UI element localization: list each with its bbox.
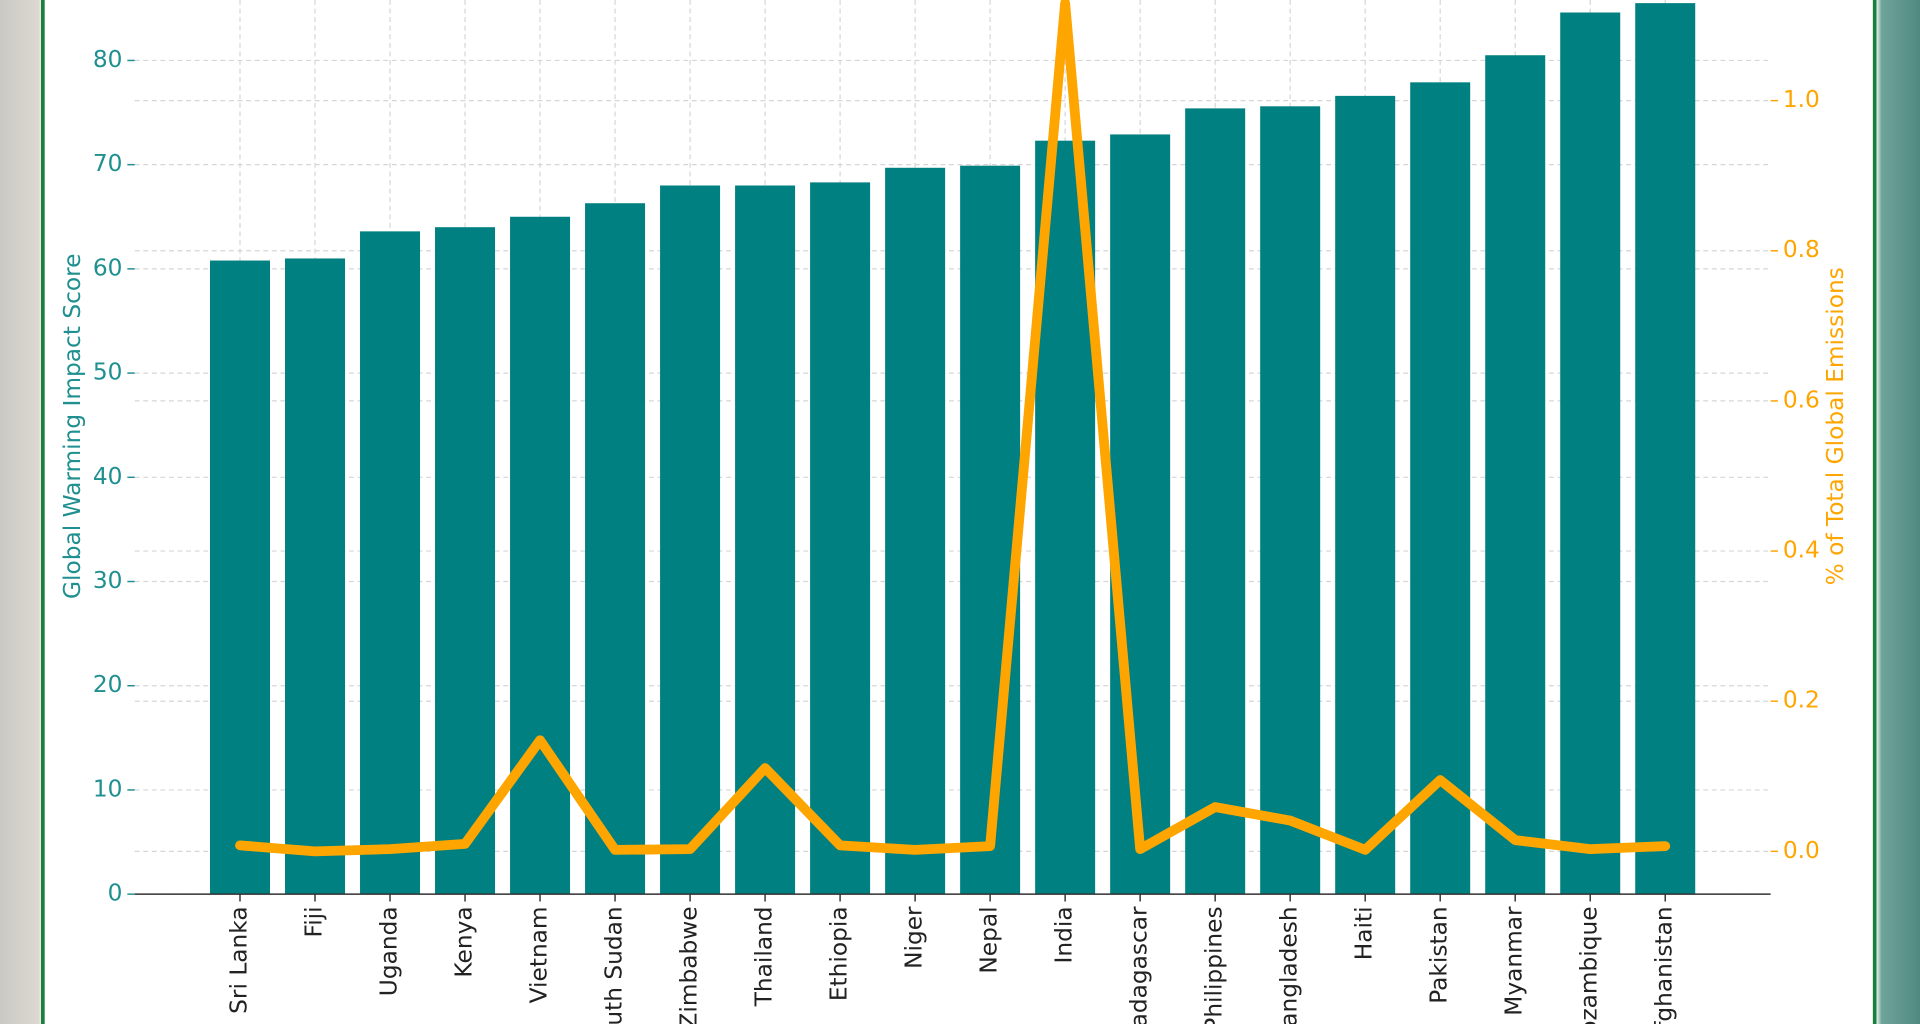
x-tick-label: Vietnam xyxy=(526,906,553,1003)
y2-tick-label: 0.0 xyxy=(1783,837,1820,864)
x-tick-label: Ethiopia xyxy=(826,906,853,1001)
x-tick-label: Mozambique xyxy=(1576,906,1603,1024)
y-tick-label: 50 xyxy=(93,359,123,386)
line xyxy=(235,0,1671,857)
bar xyxy=(1485,55,1546,895)
marks xyxy=(210,0,1696,895)
x-tick-label: Myanmar xyxy=(1501,906,1528,1016)
y-axis-label: Global Warming Impact Score xyxy=(59,254,86,599)
x-tick-label: Afghanistan xyxy=(1651,906,1678,1024)
bar xyxy=(360,231,421,895)
bar xyxy=(1560,12,1621,895)
y-tick-label: 0 xyxy=(108,880,123,907)
x-tick-label: Sri Lanka xyxy=(226,906,253,1013)
bar xyxy=(1185,108,1246,895)
y2-tick-label: 0.6 xyxy=(1783,386,1820,413)
y2-axis-label: % of Total Global Emissions xyxy=(1822,267,1849,585)
x-tick-label: India xyxy=(1051,906,1078,963)
bar xyxy=(735,185,796,895)
bar xyxy=(585,203,646,895)
x-tick-label: Pakistan xyxy=(1426,906,1453,1003)
y2-tick-label: 0.4 xyxy=(1783,537,1820,564)
x-tick-label: Uganda xyxy=(376,906,403,996)
y-tick-label: 20 xyxy=(93,671,123,698)
bar xyxy=(1260,106,1321,895)
y-tick-label: 30 xyxy=(93,567,123,594)
y-tick-label: 40 xyxy=(93,463,123,490)
y2-tick-label: 0.8 xyxy=(1783,236,1820,263)
y-tick-label: 80 xyxy=(93,46,123,73)
x-tick-label: Philippines xyxy=(1201,906,1228,1024)
bar xyxy=(960,165,1021,895)
bar xyxy=(1635,3,1696,895)
bar xyxy=(285,258,346,895)
y2-tick-label: 1.0 xyxy=(1783,86,1820,113)
bar xyxy=(885,167,946,895)
x-tick-label: Fiji xyxy=(301,906,328,937)
axes: 0 10 20 30 40 50 60 70 80 0.0 0.2 0.4 0.6 0.8 1.0 Sri L… xyxy=(93,46,1820,1024)
y2-tick-label: 0.2 xyxy=(1783,687,1820,714)
bar xyxy=(210,260,270,895)
x-tick-label: Haiti xyxy=(1351,906,1378,960)
bar xyxy=(1335,95,1396,895)
bar xyxy=(510,216,571,895)
y-tick-label: 10 xyxy=(93,775,123,802)
bar xyxy=(435,227,496,895)
x-tick-label: Zimbabwe xyxy=(676,906,703,1024)
bar xyxy=(810,182,871,895)
bar xyxy=(1110,134,1171,895)
x-tick-label: Kenya xyxy=(451,906,478,977)
x-tick-label: Nepal xyxy=(976,906,1003,973)
x-tick-label: Madagascar xyxy=(1126,906,1153,1024)
x-tick-label: Niger xyxy=(901,906,928,969)
x-tick-label: Bangladesh xyxy=(1276,906,1303,1024)
y-tick-label: 60 xyxy=(93,254,123,281)
y-tick-label: 70 xyxy=(93,150,123,177)
bar xyxy=(660,185,721,895)
bar xyxy=(1410,82,1471,895)
x-tick-label: Thailand xyxy=(751,906,778,1007)
x-tick-label: South Sudan xyxy=(601,906,628,1024)
